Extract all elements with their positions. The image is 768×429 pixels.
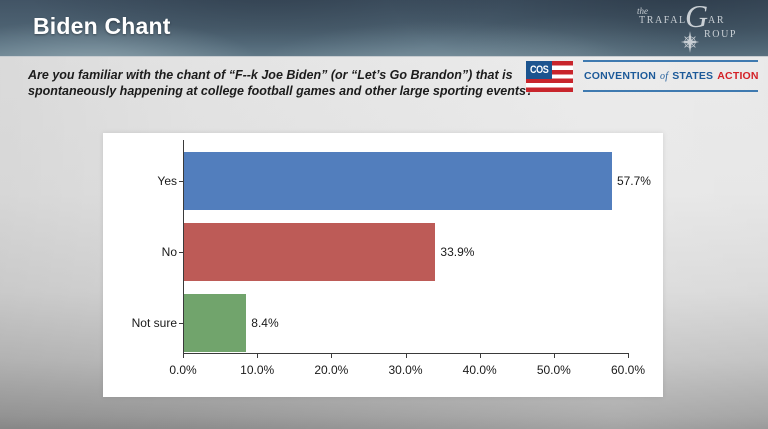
category-label: Not sure bbox=[131, 316, 177, 330]
poll-question: Are you familiar with the chant of “F--k… bbox=[28, 67, 534, 99]
chart-bar bbox=[184, 223, 436, 281]
x-tick-label: 0.0% bbox=[169, 363, 197, 377]
y-tick-mark bbox=[179, 323, 183, 324]
x-tick-mark bbox=[183, 353, 184, 358]
cos-word-of: of bbox=[660, 71, 669, 82]
logo-word-the: the bbox=[637, 6, 648, 16]
x-tick-label: 50.0% bbox=[536, 363, 571, 377]
x-tick-label: 30.0% bbox=[388, 363, 423, 377]
chart-bar bbox=[184, 152, 612, 210]
value-label: 33.9% bbox=[440, 245, 475, 259]
cos-wordmark: CONVENTION of STATES ACTION bbox=[583, 60, 759, 92]
title-banner: Biden Chant the TRAFAL G AR ROUP bbox=[0, 0, 768, 57]
compass-rose-icon bbox=[680, 31, 700, 53]
cos-word-action: ACTION bbox=[717, 70, 759, 82]
trafalgar-group-logo: the TRAFAL G AR ROUP bbox=[636, 0, 754, 56]
logo-word-ar: AR bbox=[708, 15, 726, 26]
x-tick-mark bbox=[628, 353, 629, 358]
value-label: 57.7% bbox=[616, 174, 651, 188]
y-axis-line bbox=[183, 140, 184, 354]
x-tick-label: 40.0% bbox=[462, 363, 497, 377]
cos-top-rule bbox=[583, 60, 758, 62]
cos-flag-canton: COS bbox=[526, 61, 552, 79]
logo-word-trafal: TRAFAL bbox=[639, 15, 687, 26]
logo-letter-g: G bbox=[685, 0, 709, 34]
chart-bar bbox=[184, 294, 247, 352]
x-tick-mark bbox=[479, 353, 481, 358]
cos-abbr: COS bbox=[529, 63, 549, 76]
x-tick-label: 10.0% bbox=[240, 363, 275, 377]
category-label: Yes bbox=[157, 174, 177, 188]
cos-word-convention: CONVENTION bbox=[584, 70, 657, 82]
cos-logo: COS CONVENTION of STATES ACTION bbox=[526, 60, 759, 94]
x-tick-label: 60.0% bbox=[610, 363, 646, 377]
cos-bottom-rule bbox=[583, 90, 758, 92]
x-tick-mark bbox=[257, 353, 259, 358]
y-tick-mark bbox=[179, 181, 183, 182]
x-tick-mark bbox=[553, 353, 555, 358]
value-label: 8.4% bbox=[251, 316, 279, 330]
x-tick-mark bbox=[331, 353, 333, 358]
logo-word-roup: ROUP bbox=[704, 29, 738, 40]
y-tick-mark bbox=[179, 252, 183, 253]
cos-word-states: STATES bbox=[672, 70, 714, 82]
x-tick-label: 20.0% bbox=[314, 363, 349, 377]
category-label: No bbox=[161, 245, 177, 259]
poll-question-line2: spontaneously happening at college footb… bbox=[28, 84, 534, 98]
x-tick-mark bbox=[405, 353, 407, 358]
poll-question-line1: Are you familiar with the chant of “F--k… bbox=[28, 68, 513, 82]
bar-chart: Yes 57.7% No 33.9% Not sure 8.4% 0.0% 10.0% 20.0… bbox=[103, 133, 663, 397]
cos-flag-icon: COS bbox=[526, 61, 573, 92]
page-title: Biden Chant bbox=[33, 13, 171, 39]
cos-words: CONVENTION of STATES ACTION bbox=[583, 70, 759, 82]
